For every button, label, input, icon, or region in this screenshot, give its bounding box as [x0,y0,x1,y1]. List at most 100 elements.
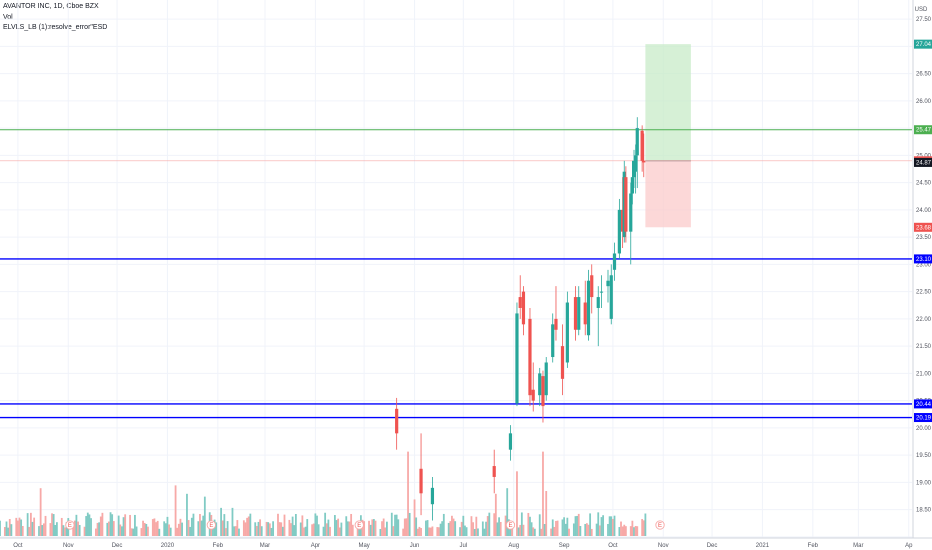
volume-bar [611,518,614,536]
volume-bar [75,514,78,536]
volume-bar [233,526,235,536]
volume-bar [451,515,453,536]
candle-body [630,177,634,194]
volume-bar [203,496,206,536]
volume-bar [607,523,609,536]
level-price-label-text: 20.44 [916,402,932,408]
position-price-label-bg [914,222,932,232]
volume-bar [623,524,626,536]
price-tick-label: 20.00 [916,426,932,432]
volume-bar [563,517,566,536]
earnings-circle [206,520,216,530]
time-tick-label: Aug [508,543,519,549]
time-tick-label: Nov [658,543,669,549]
volume-bar [95,528,97,536]
volume-bar [44,515,47,536]
volume-bar [506,488,509,536]
volume-bar [39,488,42,536]
volume-bar [246,517,249,536]
volume-bar [244,522,247,536]
candle-body [492,466,496,477]
volume-bar [99,516,102,536]
volume-bar [608,516,611,536]
volume-bar [369,524,372,536]
volume-bar [299,522,302,536]
volume-bar [16,520,19,536]
position-price-label: 23.68 [914,222,932,232]
earnings-marker: E [65,520,75,530]
volume-bar [177,523,180,536]
indicator-legend: ELVLS_LB (1):resolve_error"ESD [3,24,108,31]
level-price-label-bg [914,413,932,423]
earnings-marker: E [655,520,665,530]
level-price-label-bg [914,125,932,135]
volume-bar [394,514,396,536]
volume-bar [192,513,195,536]
price-tick-label: 24.00 [916,208,932,214]
volume-bar [371,519,374,536]
time-tick-label: Oct [13,543,23,549]
volume-bar [88,514,91,536]
volume-bar [304,526,307,536]
volume-bar [166,516,169,536]
volume-bar [338,527,341,536]
volume-bar [413,499,416,536]
volume-bar [543,523,546,536]
price-tick-label: 26.00 [916,99,932,105]
candle-body [554,318,558,330]
volume-bar [329,526,331,536]
volume-bar [595,523,598,536]
volume-bar [98,522,101,536]
volume-bar [644,513,647,536]
volume-bar [420,528,422,536]
price-tick-label: 26.50 [916,72,932,78]
volume-bar [379,528,382,536]
volume-bar [473,528,476,536]
volume-bar [641,519,644,536]
time-tick-label: Jul [459,543,467,549]
volume-bar [522,524,525,536]
candle-body [521,291,526,325]
volume-bar [119,524,122,536]
volume-bar [356,528,359,536]
volume-bar [73,520,76,536]
volume-bar [293,525,296,536]
volume-bar [64,527,66,536]
volume-bar [613,515,616,536]
volume-bar [311,524,314,536]
volume-bar [306,519,309,536]
volume-bar [134,514,136,536]
volume-bar [225,528,227,536]
level-price-label-text: 23.10 [916,257,932,263]
volume-bar [486,516,489,536]
volume-bar [520,512,523,536]
candle-body [430,487,435,505]
time-tick-label: Dec [112,543,123,549]
price-tick-label: 22.50 [916,290,932,296]
volume-bar [517,527,520,536]
volume-bar [231,507,234,536]
volume-bar [555,520,557,536]
volume-bar [179,518,182,536]
volume-bar [441,521,444,536]
volume-bar [618,527,621,536]
volume-bar [52,514,55,536]
price-tick-label: 24.50 [916,181,932,187]
volume-bar [346,521,349,536]
volume-bar [21,525,24,536]
volume-bar [186,493,188,536]
candle-body [541,376,545,407]
level-price-label: 23.10 [914,254,932,264]
volume-bar [529,516,531,536]
volume-bar [477,528,479,536]
earnings-label: E [68,523,72,529]
volume-bar [277,513,279,536]
volume-bar [493,513,496,536]
volume-bar [402,528,405,536]
volume-bar [322,526,325,536]
volume-bar [439,523,442,536]
volume-bar [390,512,393,536]
volume-bar [598,525,601,536]
volume-bar [481,521,484,536]
